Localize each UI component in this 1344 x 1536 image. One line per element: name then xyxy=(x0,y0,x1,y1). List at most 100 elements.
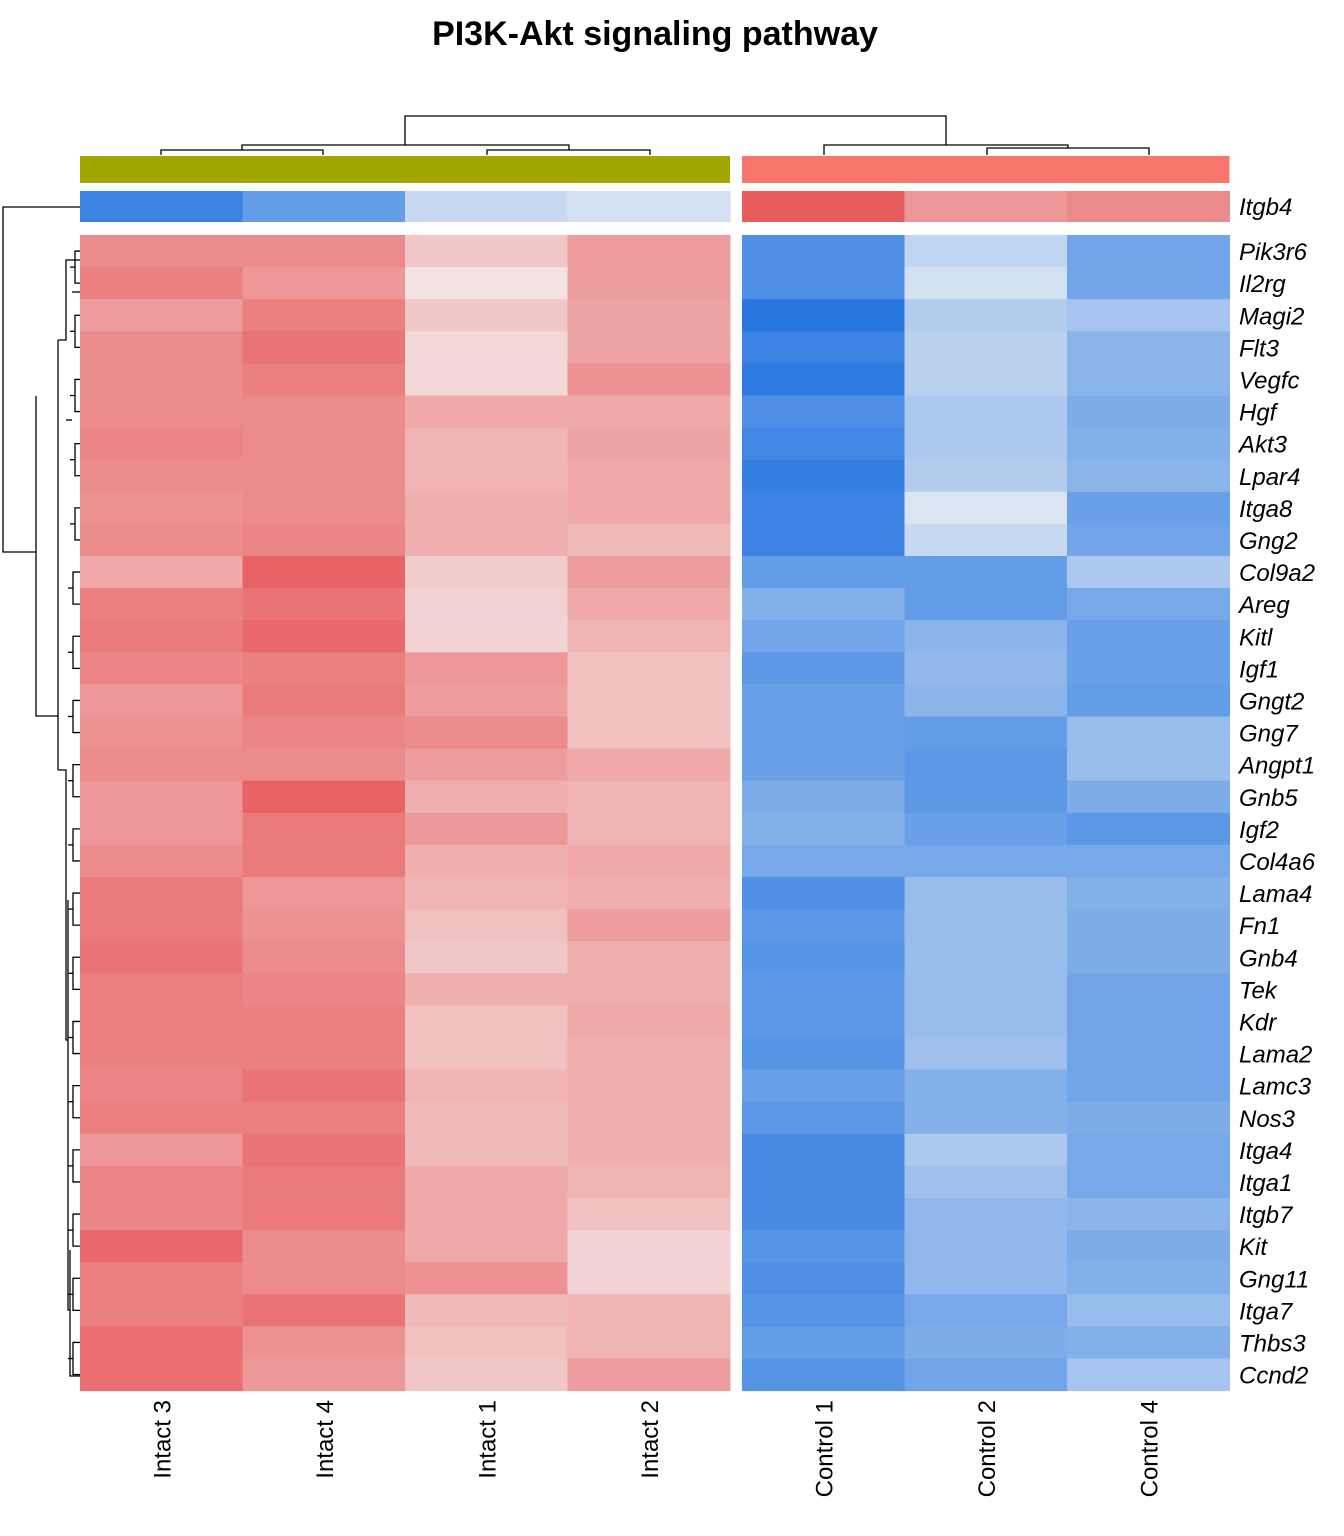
heatmap-cell xyxy=(1067,620,1230,653)
column-label: Control 4 xyxy=(1136,1400,1163,1497)
row-label: Thbs3 xyxy=(1239,1330,1306,1357)
heatmap-cell xyxy=(742,363,905,396)
column-label: Intact 4 xyxy=(312,1400,339,1479)
heatmap-cell xyxy=(567,877,731,910)
chart-title: PI3K-Akt signaling pathway xyxy=(432,15,878,53)
heatmap-cell xyxy=(1067,716,1230,750)
row-label: Fn1 xyxy=(1239,913,1280,940)
column-dendrogram-intact-left xyxy=(160,149,324,155)
heatmap-cell xyxy=(567,459,731,493)
heatmap-cell xyxy=(405,523,568,557)
heatmap-cell xyxy=(1067,1069,1230,1103)
heatmap-cell xyxy=(405,780,568,814)
heatmap-cell xyxy=(1067,459,1230,493)
annotation-cell xyxy=(242,191,406,222)
row-dendrogram-leaf-pair xyxy=(72,1213,80,1247)
heatmap-cell xyxy=(1067,523,1230,557)
heatmap-cell xyxy=(742,491,905,525)
heatmap-cell xyxy=(405,395,568,429)
column-label: Control 2 xyxy=(974,1400,1001,1497)
heatmap-cell xyxy=(80,556,243,589)
heatmap-cell xyxy=(567,331,731,364)
heatmap-cell xyxy=(742,812,905,846)
heatmap-cell xyxy=(80,684,243,717)
column-dendrogram xyxy=(160,115,1150,155)
heatmap-cell xyxy=(1067,1165,1230,1199)
heatmap-cell xyxy=(742,588,905,621)
heatmap-cell xyxy=(80,1101,243,1135)
heatmap-cell xyxy=(405,459,568,493)
heatmap-cell xyxy=(405,941,568,974)
heatmap-cell xyxy=(80,1037,243,1071)
row-label: Angpt1 xyxy=(1237,753,1315,780)
heatmap-cell xyxy=(242,780,406,814)
heatmap-cell xyxy=(904,684,1068,717)
heatmap-cell xyxy=(742,1165,905,1199)
annotation-row-dendrogram xyxy=(2,206,80,553)
heatmap-cell xyxy=(80,620,243,653)
heatmap-cell xyxy=(1067,1005,1230,1038)
heatmap-cell xyxy=(80,1198,243,1231)
row-dendrogram-leaf-pair xyxy=(72,1277,80,1311)
heatmap-cell xyxy=(1067,331,1230,364)
row-dendrogram-leaf-pair xyxy=(72,1341,80,1376)
heatmap-cell xyxy=(80,1294,243,1327)
heatmap-cell xyxy=(405,427,568,461)
heatmap-cell xyxy=(80,1262,243,1295)
heatmap-cell xyxy=(567,973,731,1006)
row-label: Itga4 xyxy=(1239,1138,1292,1165)
heatmap-cell xyxy=(742,395,905,429)
heatmap-cell xyxy=(1067,1230,1230,1263)
row-label: Itgb7 xyxy=(1239,1202,1294,1229)
heatmap-cell xyxy=(567,1165,731,1199)
heatmap-cell xyxy=(742,556,905,589)
heatmap-cell xyxy=(1067,267,1230,300)
heatmap-cell xyxy=(1067,1037,1230,1071)
heatmap-cell xyxy=(567,523,731,557)
heatmap-cell xyxy=(567,299,731,332)
heatmap-cell xyxy=(904,588,1068,621)
row-label: Tek xyxy=(1239,977,1279,1004)
column-dendrogram-control-right xyxy=(986,147,1150,155)
heatmap-cell xyxy=(405,1069,568,1103)
heatmap-cell xyxy=(742,1133,905,1167)
heatmap-cell xyxy=(80,1358,243,1392)
heatmap-cell xyxy=(242,1262,406,1295)
heatmap-cell xyxy=(742,909,905,942)
heatmap-cell xyxy=(742,1230,905,1263)
heatmap-cell xyxy=(80,716,243,750)
heatmap-cell xyxy=(242,1230,406,1263)
row-dendrogram xyxy=(35,250,80,1377)
row-dendrogram-leaf-pair xyxy=(72,892,80,926)
row-dendrogram-leaf-pair xyxy=(72,1020,80,1055)
row-label: Hgf xyxy=(1239,400,1279,427)
heatmap-cell xyxy=(742,299,905,332)
row-label: Lama4 xyxy=(1239,881,1312,908)
column-dendrogram-intact-split xyxy=(241,144,570,150)
heatmap-cell xyxy=(1067,1326,1230,1359)
heatmap-cell xyxy=(1067,427,1230,461)
heatmap-cell xyxy=(405,1005,568,1038)
column-label: Intact 1 xyxy=(474,1400,501,1479)
heatmap-cell xyxy=(742,652,905,685)
heatmap-cell xyxy=(904,1037,1068,1071)
heatmap-cell xyxy=(1067,812,1230,846)
heatmap-cell xyxy=(1067,1198,1230,1231)
heatmap-cell xyxy=(904,1069,1068,1103)
heatmap-cell xyxy=(567,1005,731,1038)
heatmap-cell xyxy=(742,748,905,782)
heatmap-cell xyxy=(567,588,731,621)
heatmap-cell xyxy=(904,1198,1068,1231)
heatmap-cell xyxy=(1067,1358,1230,1392)
row-label: Nos3 xyxy=(1239,1106,1296,1133)
heatmap-cell xyxy=(405,491,568,525)
row-dendrogram-branch xyxy=(67,900,70,1311)
heatmap-cell xyxy=(1067,235,1230,268)
heatmap-cell xyxy=(567,1262,731,1295)
heatmap-cell xyxy=(567,812,731,846)
heatmap-cell xyxy=(742,844,905,878)
heatmap-cell xyxy=(242,491,406,525)
row-label: Lama2 xyxy=(1239,1042,1312,1069)
annotation-cell xyxy=(904,191,1068,222)
heatmap-cell xyxy=(242,1294,406,1327)
